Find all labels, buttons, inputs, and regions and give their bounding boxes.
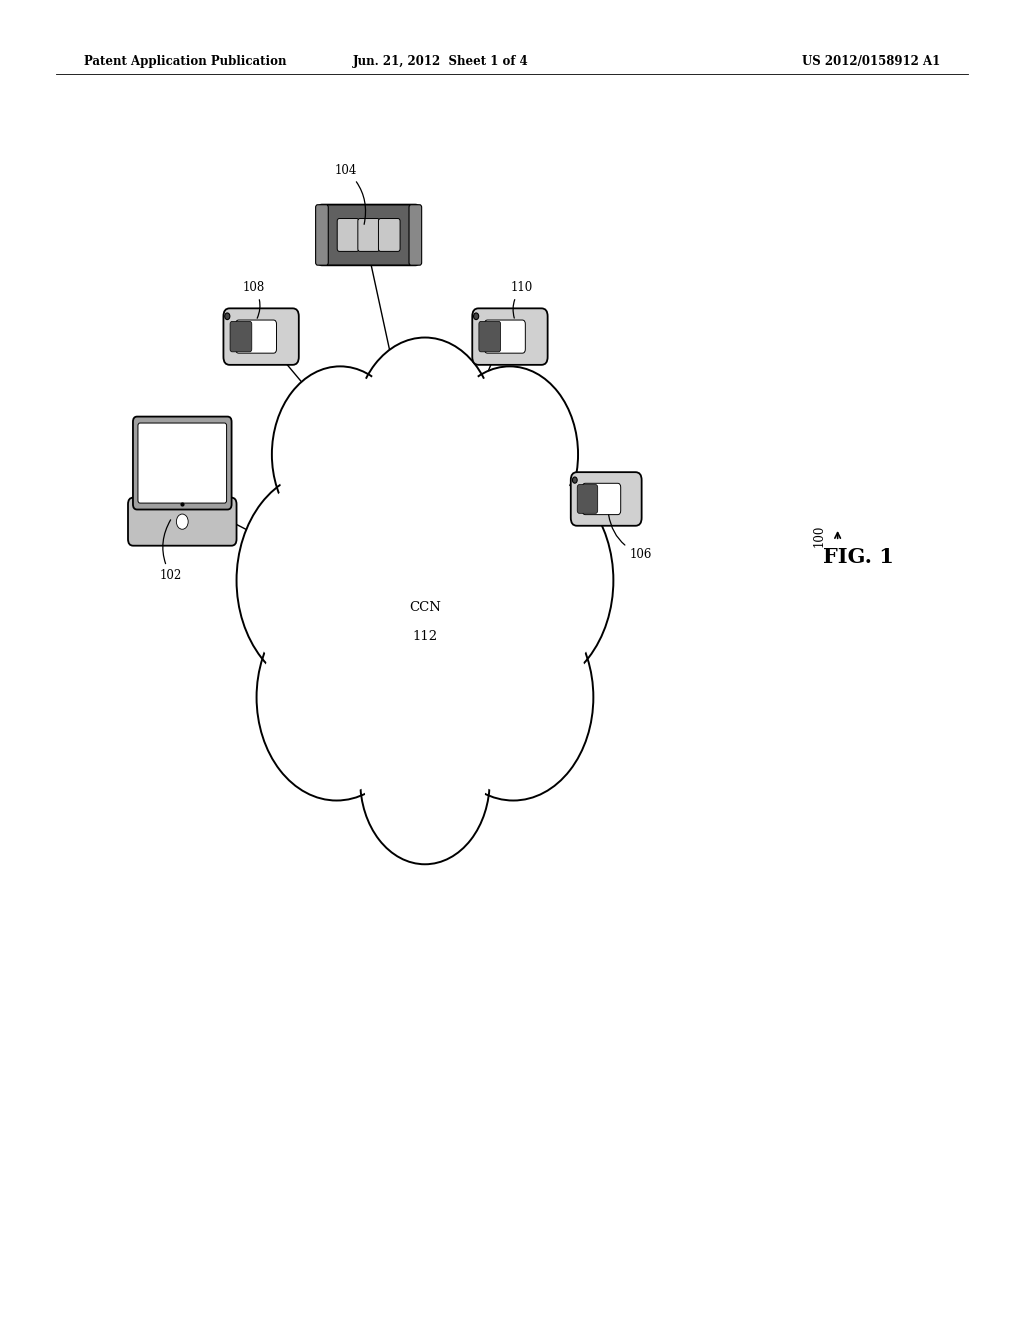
- FancyBboxPatch shape: [570, 473, 642, 525]
- Text: Jun. 21, 2012  Sheet 1 of 4: Jun. 21, 2012 Sheet 1 of 4: [352, 55, 528, 69]
- Circle shape: [438, 601, 589, 795]
- Circle shape: [257, 594, 417, 800]
- Circle shape: [360, 697, 489, 865]
- Circle shape: [441, 367, 578, 543]
- Text: 106: 106: [608, 515, 652, 561]
- FancyBboxPatch shape: [138, 422, 226, 503]
- Text: 108: 108: [243, 281, 265, 318]
- FancyBboxPatch shape: [133, 417, 231, 510]
- FancyBboxPatch shape: [357, 219, 380, 251]
- Circle shape: [261, 601, 412, 795]
- Circle shape: [340, 581, 510, 799]
- Circle shape: [322, 434, 528, 702]
- FancyBboxPatch shape: [409, 205, 422, 265]
- Text: CCN: CCN: [409, 601, 441, 614]
- FancyBboxPatch shape: [472, 309, 548, 364]
- Text: 104: 104: [335, 164, 366, 224]
- Circle shape: [443, 471, 613, 689]
- Circle shape: [242, 478, 401, 684]
- Text: Patent Application Publication: Patent Application Publication: [84, 55, 287, 69]
- Text: 102: 102: [160, 520, 182, 582]
- Circle shape: [328, 442, 522, 694]
- Circle shape: [272, 367, 409, 543]
- FancyBboxPatch shape: [337, 219, 358, 251]
- Circle shape: [224, 313, 229, 319]
- Circle shape: [433, 594, 593, 800]
- Circle shape: [473, 313, 478, 319]
- FancyBboxPatch shape: [484, 319, 525, 354]
- Text: US 2012/0158912 A1: US 2012/0158912 A1: [802, 55, 940, 69]
- Circle shape: [445, 372, 573, 537]
- FancyBboxPatch shape: [479, 321, 501, 352]
- FancyBboxPatch shape: [128, 498, 237, 545]
- FancyBboxPatch shape: [223, 309, 299, 364]
- Circle shape: [345, 587, 505, 792]
- Text: 110: 110: [511, 281, 534, 318]
- Circle shape: [365, 702, 485, 859]
- FancyBboxPatch shape: [583, 483, 621, 515]
- FancyBboxPatch shape: [379, 219, 400, 251]
- FancyBboxPatch shape: [578, 484, 598, 513]
- Circle shape: [237, 471, 407, 689]
- Circle shape: [449, 478, 608, 684]
- Circle shape: [572, 477, 578, 483]
- Text: 100: 100: [813, 525, 825, 546]
- Circle shape: [358, 343, 492, 515]
- Circle shape: [176, 513, 188, 529]
- FancyBboxPatch shape: [236, 319, 276, 354]
- FancyBboxPatch shape: [315, 205, 329, 265]
- Circle shape: [276, 372, 404, 537]
- FancyBboxPatch shape: [317, 205, 420, 265]
- Circle shape: [354, 338, 496, 520]
- Text: FIG. 1: FIG. 1: [822, 546, 894, 568]
- FancyBboxPatch shape: [230, 321, 252, 352]
- Text: 112: 112: [413, 630, 437, 643]
